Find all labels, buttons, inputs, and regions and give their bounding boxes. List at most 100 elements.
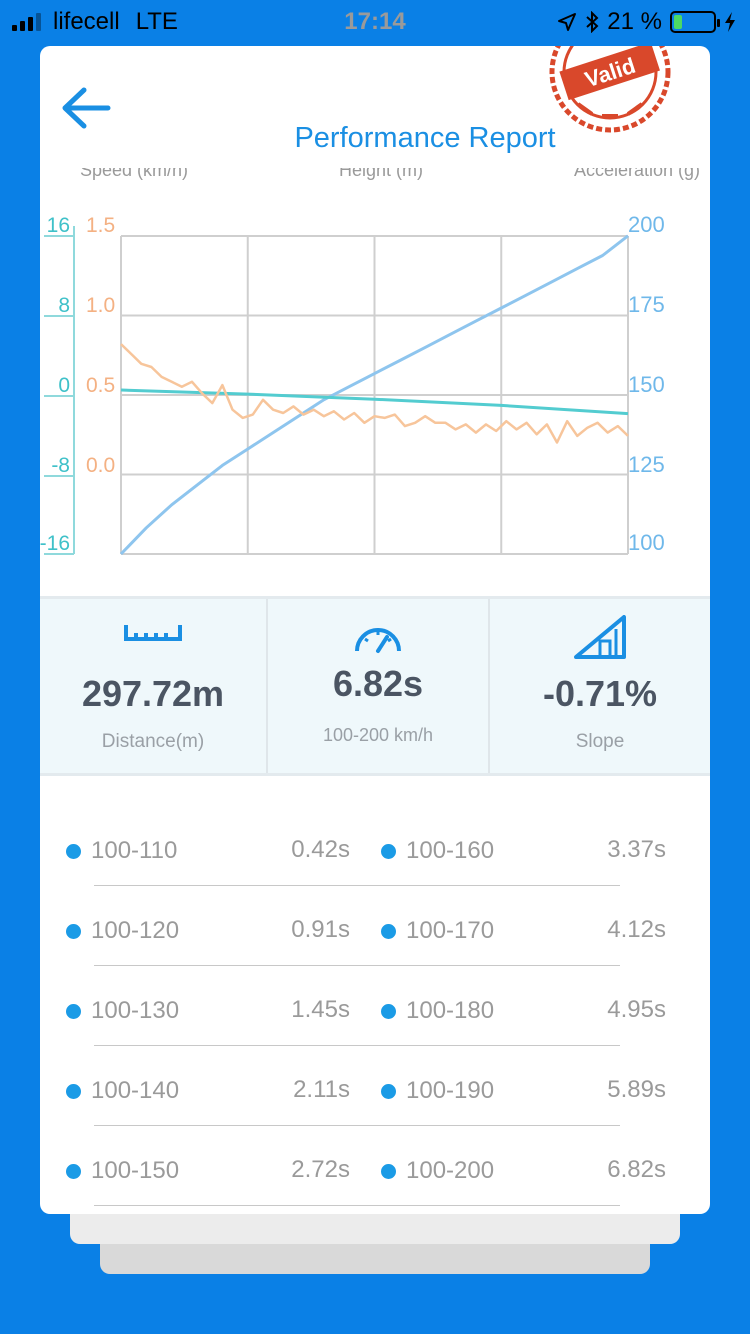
legend-acceleration: Acceleration (g) — [573, 168, 700, 180]
split-left: 100-130 — [66, 996, 179, 1026]
row-divider — [94, 1125, 620, 1126]
series-line-right — [119, 234, 629, 556]
legend-speed: Speed (km/h) — [80, 168, 189, 180]
split-row: 100-150 2.72s 100-200 6.82s — [40, 1126, 710, 1206]
axis-label-left-outer: -16 — [40, 532, 70, 555]
split-left: 100-120 — [66, 916, 179, 946]
bullet-dot — [381, 1163, 396, 1179]
axis-label-left-outer: -8 — [51, 454, 70, 477]
bullet-dot — [381, 843, 396, 859]
split-time: 3.37s — [607, 836, 666, 863]
bullet-dot — [381, 923, 396, 939]
series-line-left_outer — [120, 388, 629, 416]
axis-label-left-inner: 0.5 — [86, 374, 115, 397]
stats-band: 297.72m Distance(m) 6.82s 100-200 km/h -… — [40, 596, 710, 776]
axis-label-left-outer: 0 — [58, 374, 70, 397]
split-range: 100-170 — [406, 917, 495, 944]
split-range: 100-190 — [406, 1077, 495, 1104]
split-time: 4.12s — [607, 916, 666, 943]
charging-icon — [725, 12, 735, 32]
split-time: 1.45s — [291, 996, 350, 1023]
axis-label-right: 200 — [628, 212, 665, 237]
split-right: 100-160 — [381, 836, 494, 866]
status-right: 21 % — [557, 8, 736, 36]
battery-percent: 21 % — [607, 8, 662, 35]
split-left: 100-140 — [66, 1076, 179, 1106]
split-range: 100-120 — [91, 917, 180, 944]
split-right: 100-190 — [381, 1076, 494, 1106]
slope-icon — [574, 615, 626, 659]
axis-label-left-outer: 8 — [58, 294, 70, 317]
valid-stamp: Valid — [549, 46, 671, 133]
clock: 17:14 — [344, 8, 406, 35]
split-range: 100-140 — [91, 1077, 180, 1104]
bullet-dot — [66, 923, 81, 939]
time-value: 6.82s — [332, 663, 424, 704]
axis-label-left-inner: 1.0 — [86, 294, 115, 317]
row-divider — [94, 965, 620, 966]
row-divider — [94, 1045, 620, 1046]
performance-chart: 16 8 0 -8 -16 1.5 1.0 0.5 0.0 200 175 150 125 100 — [40, 212, 665, 556]
axis-label-left-inner: 1.5 — [86, 214, 115, 237]
axis-label-left-outer: 16 — [47, 214, 70, 237]
split-range: 100-200 — [406, 1157, 495, 1184]
split-left: 100-110 — [66, 836, 177, 866]
ruler-icon — [124, 625, 182, 641]
page-title: Performance Report — [294, 122, 556, 154]
split-row: 100-120 0.91s 100-170 4.12s — [40, 886, 710, 966]
split-time: 0.42s — [291, 836, 350, 863]
bullet-dot — [381, 1003, 396, 1019]
row-divider — [94, 1205, 620, 1206]
split-row: 100-110 0.42s 100-160 3.37s — [40, 806, 710, 886]
distance-label: Distance(m) — [101, 731, 205, 752]
legend-height: Height (m) — [338, 168, 423, 180]
split-time: 6.82s — [607, 1156, 666, 1183]
split-time: 4.95s — [607, 996, 666, 1023]
series-line-left_inner — [120, 343, 629, 444]
signal-icon — [12, 13, 41, 31]
split-range: 100-110 — [91, 837, 178, 864]
split-time: 2.72s — [291, 1156, 350, 1183]
battery-icon — [670, 11, 720, 33]
stat-time: 6.82s 100-200 km/h — [266, 599, 488, 773]
axis-label-left-inner: 0.0 — [86, 454, 115, 477]
slope-value: -0.71% — [542, 673, 658, 714]
location-arrow-icon — [558, 13, 577, 31]
split-range: 100-160 — [406, 837, 495, 864]
axis-label-right: 125 — [628, 452, 665, 477]
carrier-info: lifecell LTE — [12, 8, 178, 36]
split-row: 100-130 1.45s 100-180 4.95s — [40, 966, 710, 1046]
split-right: 100-180 — [381, 996, 494, 1026]
split-left: 100-150 — [66, 1156, 179, 1186]
stat-slope: -0.71% Slope — [488, 599, 710, 773]
axis-label-right: 100 — [628, 530, 665, 555]
bullet-dot — [66, 1163, 81, 1179]
distance-value: 297.72m — [81, 673, 225, 714]
status-bar: lifecell LTE 17:14 21 % — [0, 0, 750, 40]
chart-legend: Speed (km/h) Height (m) Acceleration (g) — [80, 168, 700, 184]
split-range: 100-180 — [406, 997, 495, 1024]
row-divider — [94, 885, 620, 886]
bullet-dot — [66, 1003, 81, 1019]
bullet-dot — [381, 1083, 396, 1099]
bullet-dot — [66, 843, 81, 859]
split-range: 100-130 — [91, 997, 180, 1024]
axis-label-right: 150 — [628, 372, 665, 397]
axis-label-right: 175 — [628, 292, 665, 317]
bullet-dot — [66, 1083, 81, 1099]
time-label: 100-200 km/h — [322, 725, 434, 745]
split-row: 100-140 2.11s 100-190 5.89s — [40, 1046, 710, 1126]
split-time: 0.91s — [291, 916, 350, 943]
bluetooth-icon — [586, 11, 599, 33]
slope-label: Slope — [575, 731, 625, 752]
speedometer-icon — [355, 628, 401, 653]
report-card: Valid Performance Report Speed (km/h) He… — [40, 46, 710, 1214]
carrier-name: lifecell — [53, 8, 120, 35]
splits-table: 100-110 0.42s 100-160 3.37s 100-120 0.91… — [40, 806, 710, 1206]
stat-distance: 297.72m Distance(m) — [40, 599, 266, 773]
split-time: 2.11s — [293, 1076, 350, 1103]
split-range: 100-150 — [91, 1157, 180, 1184]
split-time: 5.89s — [607, 1076, 666, 1103]
back-arrow-icon[interactable] — [60, 86, 112, 130]
split-right: 100-170 — [381, 916, 494, 946]
